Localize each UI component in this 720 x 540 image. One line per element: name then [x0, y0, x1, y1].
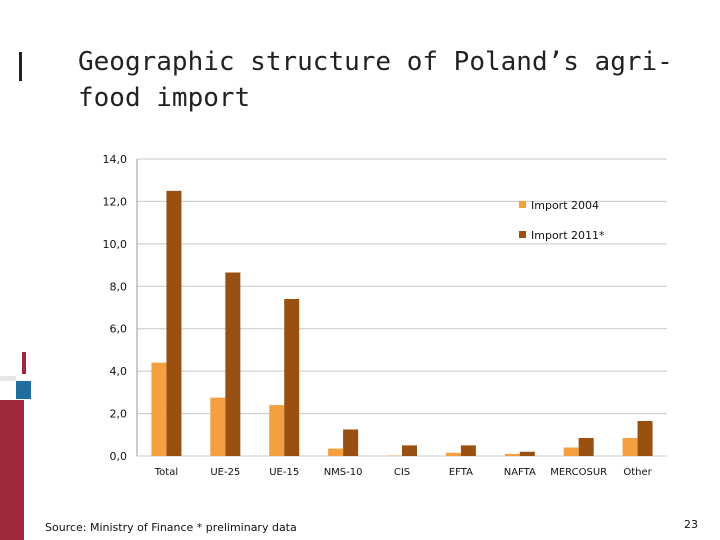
x-tick-label: Other [623, 467, 652, 478]
bar-import-2011 [578, 437, 594, 456]
bar-import-2011 [637, 420, 653, 456]
page-title: Geographic structure of Poland’s agri-fo… [78, 47, 673, 113]
bar-import-2004 [563, 447, 579, 456]
y-tick-label: 6,0 [110, 323, 128, 336]
bar-import-2011 [402, 445, 417, 456]
bar-import-2011 [284, 299, 300, 456]
legend-label: Import 2004 [531, 199, 599, 212]
bar-import-2004 [622, 437, 638, 456]
x-tick-label: CIS [394, 467, 410, 478]
y-tick-label: 4,0 [110, 365, 128, 378]
title-accent-bar [19, 52, 22, 81]
x-tick-label: MERCOSUR [550, 467, 607, 478]
bar-import-2011 [460, 445, 476, 456]
x-tick-label: NAFTA [504, 467, 536, 478]
decor-red-line [22, 352, 26, 374]
decor-grey-strip [0, 376, 16, 381]
bar-import-2011 [225, 272, 241, 456]
source-note: Source: Ministry of Finance * preliminar… [45, 521, 297, 534]
x-tick-label: NMS-10 [324, 467, 363, 478]
y-tick-label: 14,0 [103, 153, 128, 166]
bar-import-2004 [504, 453, 520, 456]
bar-import-2004 [445, 452, 461, 456]
x-tick-label: UE-25 [210, 467, 240, 478]
bar-import-2011 [519, 451, 535, 456]
bar-import-2004 [151, 362, 167, 456]
y-tick-label: 0,0 [110, 450, 128, 463]
x-tick-label: UE-15 [269, 467, 299, 478]
bar-import-2004 [269, 405, 285, 456]
y-tick-label: 12,0 [103, 195, 128, 208]
x-tick-label: Total [154, 467, 178, 478]
decor-red-block [0, 400, 24, 540]
legend-swatch [519, 201, 526, 208]
page-number: 23 [684, 518, 698, 531]
decor-blue-block [16, 381, 31, 399]
bar-import-2011 [343, 429, 359, 456]
bar-import-2004 [328, 448, 344, 456]
y-tick-label: 8,0 [110, 280, 128, 293]
bar-import-2004 [210, 397, 226, 456]
y-tick-label: 2,0 [110, 408, 128, 421]
legend-swatch [519, 231, 526, 238]
y-tick-label: 10,0 [103, 238, 128, 251]
bar-import-2011 [166, 190, 182, 457]
legend-label: Import 2011* [531, 229, 605, 242]
x-tick-label: EFTA [449, 467, 473, 478]
